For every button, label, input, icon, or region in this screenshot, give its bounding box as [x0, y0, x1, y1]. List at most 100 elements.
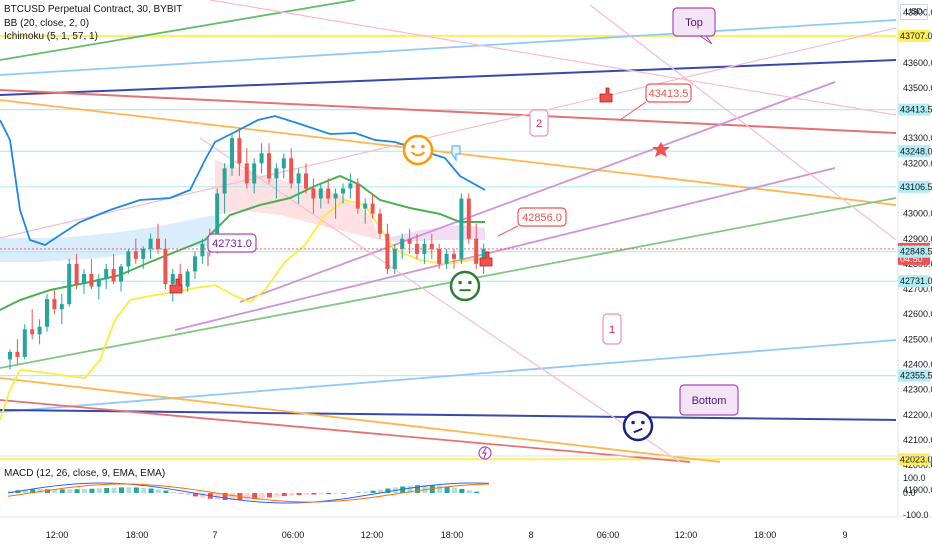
candle-body [334, 193, 338, 198]
symbol-legend: BTCUSD Perpetual Contract, 30, BYBIT [4, 4, 184, 15]
happy-face-icon-eye [421, 145, 425, 149]
candle-body [156, 239, 160, 249]
macd-histogram-bar [326, 493, 331, 494]
price-tick-label: 43500.0 [903, 83, 932, 93]
top-callout-text: Top [685, 17, 703, 29]
price-tag-label: 43707.0 [900, 31, 932, 41]
candle-body [393, 249, 397, 269]
macd-histogram-bar [334, 493, 339, 494]
candle-body [112, 269, 116, 282]
price-tick-label: 42300.0 [903, 385, 932, 395]
macd-histogram-bar [459, 489, 464, 493]
time-tick-label: 12:00 [46, 530, 69, 540]
time-tick-label: 9 [842, 530, 847, 540]
price-tag-label: 42731.0 [900, 276, 932, 286]
candle-body [378, 214, 382, 234]
time-tick-label: 8 [528, 530, 533, 540]
price-tick-label: 43200.0 [903, 158, 932, 168]
currency-badge[interactable]: USD [900, 4, 928, 20]
candle-body [297, 173, 301, 183]
macd-histogram-bar [289, 493, 294, 496]
price-tag-label: 43106.5 [900, 182, 932, 192]
candle-body [52, 299, 56, 309]
macd-legend[interactable]: MACD (12, 26, close, 9, EMA, EMA) [4, 468, 167, 479]
macd-tick-label: 100.0 [903, 473, 926, 483]
bb-legend[interactable]: BB (20, close, 2, 0) [4, 18, 91, 29]
macd-histogram-bar [245, 493, 250, 500]
candle-body [452, 254, 456, 259]
macd-histogram-bar [89, 489, 94, 493]
macd-histogram-bar [363, 492, 368, 493]
symbol-title[interactable]: BTCUSD Perpetual Contract, 30, BYBIT [4, 4, 182, 15]
price-tag-label: 43413.5 [900, 105, 932, 115]
candle-body [459, 199, 463, 259]
candle-body [319, 188, 323, 198]
happy-face-icon [404, 136, 432, 164]
macd-histogram-bar [304, 493, 309, 495]
candle-body [186, 271, 190, 286]
macd-histogram-bar [267, 493, 272, 498]
candle-body [260, 153, 264, 163]
macd-histogram-bar [104, 488, 109, 493]
price-tag-label: 43248.0 [900, 146, 932, 156]
confused-face-icon-eye [631, 421, 635, 425]
time-tick-label: 06:00 [282, 530, 305, 540]
neutral-face-icon [451, 272, 479, 300]
price-tag-label: 42355.5 [900, 371, 932, 381]
ichimoku-legend[interactable]: Ichimoku (5, 1, 57, 1) [4, 31, 100, 42]
macd-histogram-bar [163, 491, 168, 493]
price-tick-label: 43000.0 [903, 209, 932, 219]
macd-histogram-bar [186, 493, 191, 495]
candle-body [23, 329, 27, 357]
macd-histogram-bar [452, 488, 457, 493]
time-tick-label: 06:00 [597, 530, 620, 540]
candle-body [75, 264, 79, 284]
macd-histogram-bar [445, 487, 450, 493]
candle-body [304, 173, 308, 188]
happy-face-icon-eye [411, 145, 415, 149]
price-tick-label: 42500.0 [903, 334, 932, 344]
candle-body [60, 304, 64, 309]
price-tick-label: 42900.0 [903, 234, 932, 244]
macd-histogram-bar [274, 493, 279, 497]
macd-histogram-bar [112, 488, 117, 493]
candle-body [149, 239, 153, 249]
price-tick-label: 43300.0 [903, 133, 932, 143]
macd-histogram-bar [75, 489, 80, 493]
price-tag-label: 42848.5 [900, 247, 932, 257]
candle-body [437, 249, 441, 264]
price-tick-label: 42200.0 [903, 410, 932, 420]
ichimoku-label: Ichimoku (5, 1, 57, 1) [4, 31, 98, 42]
candle-body [8, 352, 12, 360]
candle-body [385, 234, 389, 269]
macd-histogram-bar [82, 489, 87, 493]
macd-histogram-bar [156, 489, 161, 493]
price-callout-42731-text: 42731.0 [212, 238, 252, 250]
candle-body [371, 204, 375, 214]
candle-body [97, 279, 101, 287]
candle-body [134, 251, 138, 259]
confused-face-icon [624, 412, 652, 440]
candle-body [38, 327, 42, 335]
candle-body [200, 244, 204, 257]
macd-histogram-bar [149, 489, 154, 493]
macd-histogram-bar [134, 487, 139, 493]
time-tick-label: 12:00 [361, 530, 384, 540]
macd-histogram-bar [356, 492, 361, 493]
macd-histogram-bar [97, 488, 102, 493]
candle-body [252, 163, 256, 183]
candle-body [30, 329, 34, 334]
macd-tick-label: 0.0 [903, 488, 916, 498]
candle-body [45, 299, 49, 327]
price-tick-label: 42400.0 [903, 359, 932, 369]
candle-body [467, 199, 471, 239]
price-callout-42856-text: 42856.0 [522, 212, 562, 224]
bb-label: BB (20, close, 2, 0) [4, 18, 89, 29]
macd-histogram-bar [319, 493, 324, 494]
time-tick-label: 7 [212, 530, 217, 540]
candle-body [326, 188, 330, 198]
time-tick-label: 18:00 [126, 530, 149, 540]
candle-body [363, 204, 367, 209]
macd-histogram-bar [282, 493, 287, 496]
price-tick-label: 42600.0 [903, 309, 932, 319]
